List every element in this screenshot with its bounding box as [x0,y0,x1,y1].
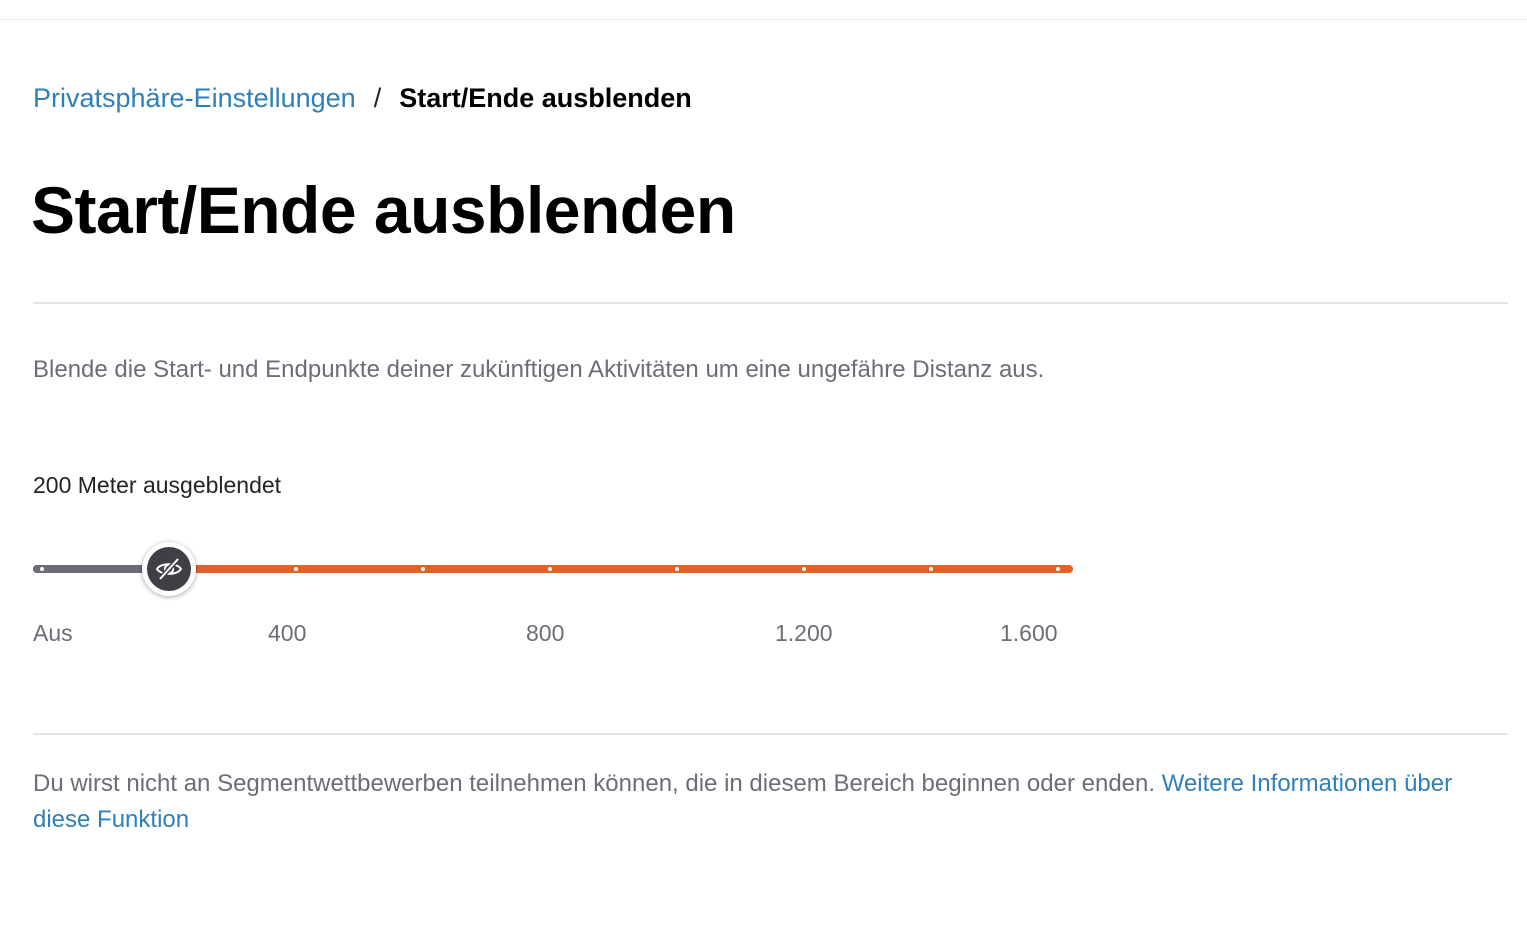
divider-bottom [33,733,1508,735]
slider-value-label: 200 Meter ausgeblendet [33,472,282,498]
page-title: Start/Ende ausblenden [31,173,736,247]
slider-track[interactable] [33,565,1073,573]
scale-label-1600: 1.600 [1000,620,1058,646]
slider-tick [802,567,806,571]
footnote-text: Du wirst nicht an Segmentwettbewerben te… [33,770,1156,797]
learn-more-link[interactable]: Weitere Informationen über diese Funktio… [33,770,1453,833]
slider-thumb-inner [147,547,191,591]
slider-thumb[interactable] [142,542,196,596]
breadcrumb-link-privacy-settings[interactable]: Privatsphäre-Einstellungen [33,83,356,113]
breadcrumb-current: Start/Ende ausblenden [399,83,692,113]
slider-tick [675,567,679,571]
scale-label-off: Aus [33,620,73,646]
eye-slash-icon [155,557,183,581]
top-navigation-bar [0,0,1527,20]
slider-tick [421,567,425,571]
scale-label-1200: 1.200 [775,620,833,646]
distance-slider[interactable] [33,542,1073,596]
slider-tick [929,567,933,571]
divider-top [33,302,1508,304]
description-text: Blende die Start- und Endpunkte deiner z… [33,356,1045,383]
breadcrumb: Privatsphäre-Einstellungen / Start/Ende au… [33,82,692,114]
footnote: Du wirst nicht an Segmentwettbewerben te… [33,766,1483,838]
slider-tick [548,567,552,571]
slider-tick [294,567,298,571]
scale-label-400: 400 [268,620,307,646]
slider-track-inactive [33,565,169,573]
slider-tick [40,567,44,571]
slider-tick [1056,567,1060,571]
breadcrumb-separator: / [373,83,382,113]
scale-label-800: 800 [526,620,565,646]
